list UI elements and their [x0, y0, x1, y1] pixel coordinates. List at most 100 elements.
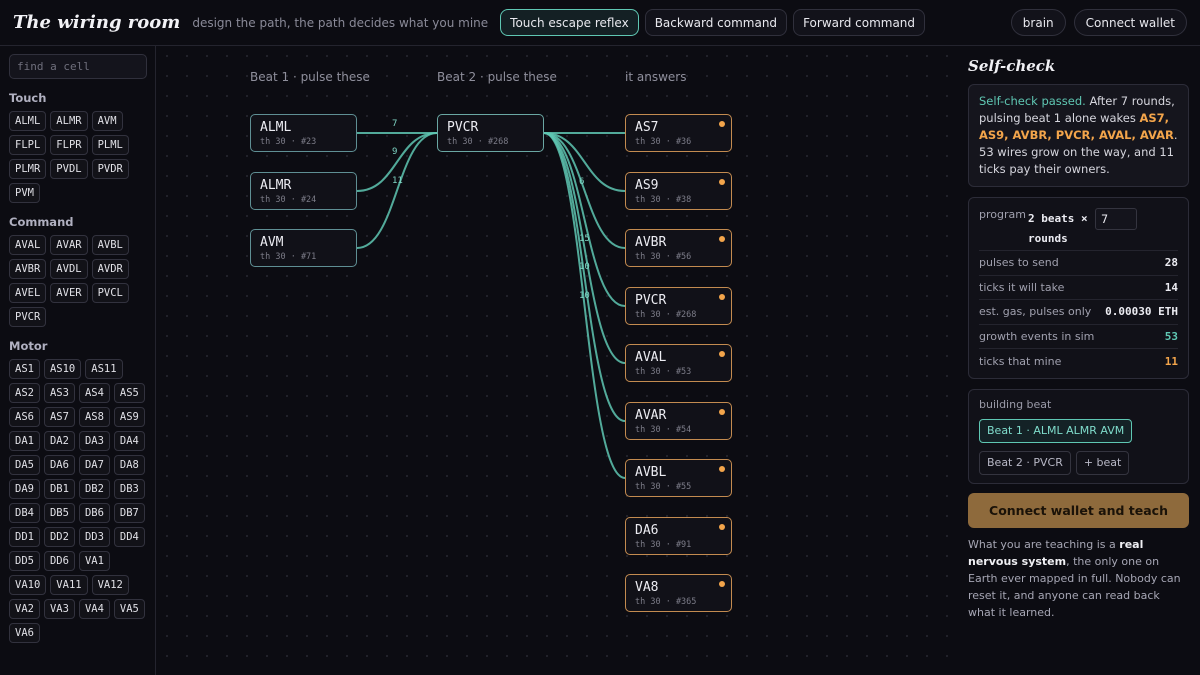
beat-1-chip[interactable]: Beat 1 · ALML ALMR AVM: [979, 418, 1133, 443]
rounds-input[interactable]: 7: [1095, 208, 1138, 230]
tab-backward-command[interactable]: Backward command: [644, 9, 788, 36]
cell-chip-db1[interactable]: DB1: [43, 479, 75, 499]
cell-chip-va3[interactable]: VA3: [43, 599, 75, 619]
node-input-avm[interactable]: AVM th 30 · #71: [250, 229, 357, 267]
node-output-avbl-6[interactable]: AVBL th 30 · #55: [625, 459, 732, 497]
node-name: ALML: [260, 120, 292, 135]
cell-chip-da5[interactable]: DA5: [9, 455, 40, 475]
cell-chip-dd4[interactable]: DD4: [113, 527, 145, 547]
node-output-as9-1[interactable]: AS9 th 30 · #38: [625, 172, 732, 210]
cell-chip-va1[interactable]: VA1: [78, 551, 110, 571]
cell-chip-flpr[interactable]: FLPR: [50, 135, 88, 155]
brain-button[interactable]: brain: [1010, 9, 1066, 36]
search-input[interactable]: find a cell: [9, 54, 147, 79]
node-input-alml[interactable]: ALML th 30 · #23: [250, 114, 357, 152]
tab-touch-escape-reflex[interactable]: Touch escape reflex: [500, 9, 639, 36]
cell-chip-dd2[interactable]: DD2: [43, 527, 75, 547]
node-output-as7-0[interactable]: AS7 th 30 · #36: [625, 114, 732, 152]
cell-chip-pvcl[interactable]: PVCL: [91, 283, 129, 303]
cell-chip-flpl[interactable]: FLPL: [9, 135, 47, 155]
cell-chip-db6[interactable]: DB6: [78, 503, 110, 523]
cell-chip-avdl[interactable]: AVDL: [50, 259, 88, 279]
cell-chip-va12[interactable]: VA12: [91, 575, 129, 595]
cell-chip-va6[interactable]: VA6: [9, 623, 40, 643]
cell-chip-da6[interactable]: DA6: [43, 455, 75, 475]
wire-layer: [356, 132, 626, 479]
cell-chip-as2[interactable]: AS2: [9, 383, 40, 403]
tagline: design the path, the path decides what y…: [192, 15, 489, 30]
cell-chip-pvm[interactable]: PVM: [9, 183, 40, 203]
cell-chip-va5[interactable]: VA5: [113, 599, 145, 619]
cell-chip-as1[interactable]: AS1: [9, 359, 40, 379]
connect-wallet-button[interactable]: Connect wallet: [1073, 9, 1187, 36]
cell-chip-da2[interactable]: DA2: [43, 431, 75, 451]
node-output-va8-8[interactable]: VA8 th 30 · #365: [625, 574, 732, 612]
node-threshold: th 30 · #24: [260, 195, 317, 205]
cell-chip-aval[interactable]: AVAL: [9, 235, 47, 255]
cell-chip-plml[interactable]: PLML: [91, 135, 129, 155]
node-output-avar-5[interactable]: AVAR th 30 · #54: [625, 402, 732, 440]
connect-wallet-and-teach-button[interactable]: Connect wallet and teach: [968, 492, 1189, 528]
group-title-motor: Motor: [9, 339, 48, 353]
cell-chip-va4[interactable]: VA4: [78, 599, 110, 619]
cell-chip-da9[interactable]: DA9: [9, 479, 40, 499]
cell-chip-da7[interactable]: DA7: [78, 455, 110, 475]
cell-chip-db7[interactable]: DB7: [113, 503, 145, 523]
tab-forward-command[interactable]: Forward command: [793, 9, 926, 36]
cell-groups: Touch ALML ALMR AVM FLPL FLPR PLML PLMR PVDL PVDR…: [9, 91, 146, 643]
cell-chip-dd3[interactable]: DD3: [78, 527, 110, 547]
cell-chip-plmr[interactable]: PLMR: [9, 159, 47, 179]
add-beat-button[interactable]: + beat: [1075, 450, 1130, 475]
active-indicator-icon: [719, 466, 725, 472]
group-title-command: Command: [9, 215, 74, 229]
cell-chip-avar[interactable]: AVAR: [50, 235, 88, 255]
cell-chip-avbl[interactable]: AVBL: [91, 235, 129, 255]
node-output-avbr-2[interactable]: AVBR th 30 · #56: [625, 229, 732, 267]
node-name: PVCR: [447, 120, 479, 135]
wire-output-4: [543, 132, 626, 364]
cell-chip-db4[interactable]: DB4: [9, 503, 40, 523]
cell-chip-as9[interactable]: AS9: [113, 407, 145, 427]
cell-chip-as10[interactable]: AS10: [43, 359, 82, 379]
node-middle-pvcr[interactable]: PVCR th 30 · #268: [437, 114, 544, 152]
cell-chip-da3[interactable]: DA3: [78, 431, 110, 451]
cell-chip-almr[interactable]: ALMR: [50, 111, 88, 131]
cell-chip-avm[interactable]: AVM: [91, 111, 123, 131]
cell-chip-as6[interactable]: AS6: [9, 407, 40, 427]
cell-chip-db3[interactable]: DB3: [113, 479, 145, 499]
cell-chip-as7[interactable]: AS7: [43, 407, 75, 427]
cell-chip-as8[interactable]: AS8: [78, 407, 110, 427]
cell-chip-as11[interactable]: AS11: [85, 359, 123, 379]
cell-chip-avel[interactable]: AVEL: [9, 283, 47, 303]
node-output-da6-7[interactable]: DA6 th 30 · #91: [625, 517, 732, 555]
node-input-almr[interactable]: ALMR th 30 · #24: [250, 172, 357, 210]
stat-value: 14: [1164, 280, 1178, 294]
cell-chip-da8[interactable]: DA8: [113, 455, 145, 475]
cell-chip-as3[interactable]: AS3: [43, 383, 75, 403]
cell-chip-dd1[interactable]: DD1: [9, 527, 40, 547]
cell-chip-avdr[interactable]: AVDR: [91, 259, 129, 279]
foot-bold: real nervous system: [968, 537, 1144, 568]
cell-chip-as5[interactable]: AS5: [113, 383, 145, 403]
stat-row: ticks that mine 11: [979, 349, 1178, 374]
cell-chip-da1[interactable]: DA1: [9, 431, 40, 451]
cell-chip-db5[interactable]: DB5: [43, 503, 75, 523]
node-output-pvcr-3[interactable]: PVCR th 30 · #268: [625, 287, 732, 325]
cell-chip-alml[interactable]: ALML: [9, 111, 47, 131]
cell-chip-da4[interactable]: DA4: [113, 431, 145, 451]
beat-2-chip[interactable]: Beat 2 · PVCR: [979, 450, 1071, 475]
cell-chip-pvcr[interactable]: PVCR: [9, 307, 47, 327]
cell-chip-db2[interactable]: DB2: [78, 479, 110, 499]
cell-chip-dd6[interactable]: DD6: [43, 551, 75, 571]
cell-chip-va10[interactable]: VA10: [9, 575, 47, 595]
cell-chip-va2[interactable]: VA2: [9, 599, 40, 619]
cell-chip-dd5[interactable]: DD5: [9, 551, 40, 571]
cell-chip-avbr[interactable]: AVBR: [9, 259, 47, 279]
cell-chip-pvdr[interactable]: PVDR: [91, 159, 129, 179]
cell-chip-as4[interactable]: AS4: [78, 383, 110, 403]
node-output-aval-4[interactable]: AVAL th 30 · #53: [625, 344, 732, 382]
cell-chip-pvdl[interactable]: PVDL: [50, 159, 88, 179]
stat-value: 28: [1164, 256, 1178, 270]
cell-chip-va11[interactable]: VA11: [50, 575, 88, 595]
cell-chip-aver[interactable]: AVER: [50, 283, 88, 303]
